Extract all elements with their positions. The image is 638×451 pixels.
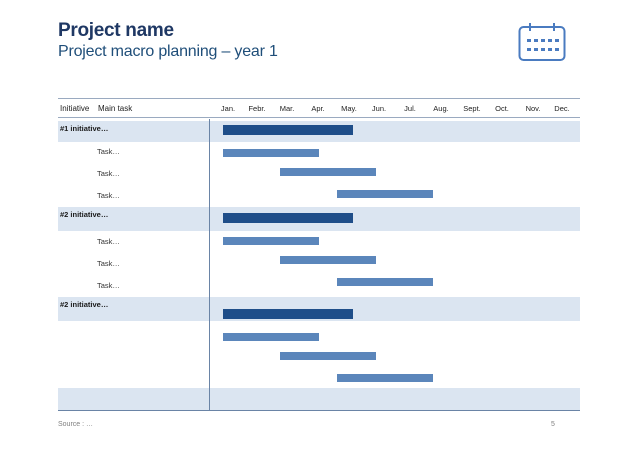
page-subtitle: Project macro planning – year 1: [58, 43, 278, 60]
gantt-bar-task[interactable]: [280, 352, 376, 360]
header-top-rule: [58, 98, 580, 99]
task-label: Task…: [97, 259, 120, 268]
gantt-bar-task[interactable]: [337, 374, 433, 382]
task-label: Task…: [97, 169, 120, 178]
gantt-bar-initiative[interactable]: [223, 213, 353, 223]
gantt-bar-initiative[interactable]: [223, 309, 353, 319]
month-header: Dec.: [554, 104, 570, 113]
month-header: Mar.: [279, 104, 295, 113]
trailing-band: [58, 388, 580, 410]
month-header: Jan.: [220, 104, 236, 113]
gantt-bar-task[interactable]: [337, 278, 433, 286]
month-header: May.: [341, 104, 357, 113]
column-divider: [209, 119, 210, 410]
month-header: Jun.: [371, 104, 387, 113]
gantt-bar-initiative[interactable]: [223, 125, 353, 135]
header-bottom-rule: [58, 117, 580, 118]
gantt-bar-task[interactable]: [337, 190, 433, 198]
gantt-bar-task[interactable]: [280, 168, 376, 176]
col-main-task-header: Main task: [98, 104, 133, 113]
task-label: Task…: [97, 147, 120, 156]
col-initiative-header: Initiative: [60, 104, 90, 113]
gantt-bar-task[interactable]: [280, 256, 376, 264]
initiative-label-2: #2 initiative…: [60, 210, 109, 219]
month-header: Aug.: [433, 104, 449, 113]
footer-source: Source : …: [58, 421, 94, 428]
task-label: Task…: [97, 281, 120, 290]
month-header: Sept.: [463, 104, 481, 113]
gantt-bar-task[interactable]: [223, 149, 319, 157]
gantt-bar-task[interactable]: [223, 333, 319, 341]
month-header: Jul.: [404, 104, 416, 113]
gantt-bar-task[interactable]: [223, 237, 319, 245]
month-header: Oct.: [495, 104, 509, 113]
task-label: Task…: [97, 237, 120, 246]
calendar-icon: [518, 23, 566, 61]
table-bottom-rule: [58, 410, 580, 411]
month-header: Apr.: [311, 104, 325, 113]
initiative-label-3: #2 initiative…: [60, 300, 109, 309]
initiative-label-1: #1 initiative…: [60, 124, 109, 133]
task-label: Task…: [97, 191, 120, 200]
month-header: Febr.: [248, 104, 266, 113]
page-title: Project name: [58, 20, 174, 41]
page-number: 5: [551, 421, 555, 428]
month-header: Nov.: [525, 104, 541, 113]
